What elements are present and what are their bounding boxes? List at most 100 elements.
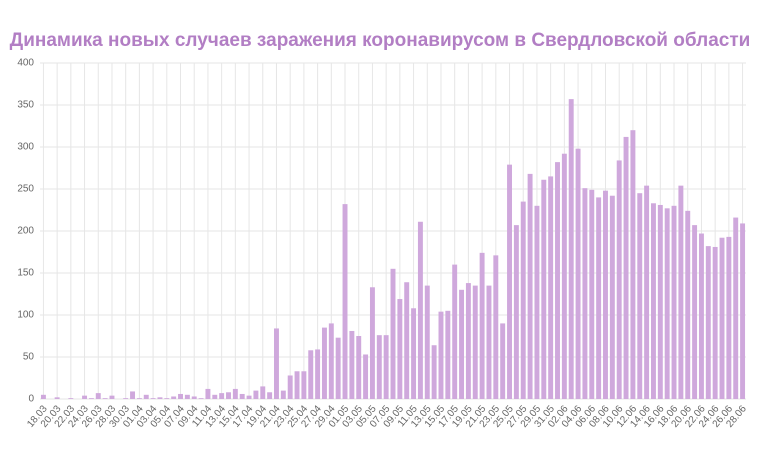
bar bbox=[356, 336, 362, 399]
bar bbox=[232, 388, 238, 399]
bar bbox=[500, 323, 506, 399]
bar bbox=[191, 396, 197, 399]
bar bbox=[657, 204, 663, 399]
y-tick-label: 400 bbox=[17, 58, 34, 69]
bar bbox=[239, 393, 245, 399]
bar bbox=[548, 176, 554, 399]
y-tick-label: 350 bbox=[17, 100, 34, 111]
bar bbox=[198, 398, 204, 399]
bar bbox=[123, 398, 129, 399]
bar bbox=[698, 233, 704, 399]
bar bbox=[486, 285, 492, 399]
bar bbox=[582, 188, 588, 399]
bar bbox=[438, 311, 444, 399]
bar bbox=[740, 223, 746, 399]
bar bbox=[342, 204, 348, 399]
bar bbox=[88, 398, 94, 399]
bar bbox=[719, 237, 725, 399]
bar bbox=[376, 335, 382, 399]
bar bbox=[555, 162, 560, 399]
bar bbox=[212, 394, 218, 399]
bar bbox=[267, 392, 273, 399]
bar bbox=[712, 246, 718, 399]
bar bbox=[321, 327, 327, 399]
bar bbox=[603, 190, 608, 399]
bar bbox=[301, 371, 307, 399]
bar bbox=[150, 398, 156, 399]
bar bbox=[726, 236, 732, 399]
bar bbox=[274, 328, 279, 399]
bar bbox=[315, 349, 321, 399]
bar bbox=[671, 205, 677, 399]
y-tick-label: 150 bbox=[17, 268, 34, 279]
bar bbox=[479, 252, 485, 399]
bar bbox=[520, 201, 526, 399]
bar bbox=[692, 225, 698, 399]
bar bbox=[678, 185, 684, 399]
bar bbox=[465, 283, 471, 399]
bar bbox=[507, 164, 512, 399]
bar bbox=[226, 392, 231, 399]
bar bbox=[253, 390, 259, 399]
bar bbox=[109, 395, 115, 399]
bar bbox=[644, 185, 650, 399]
bar bbox=[184, 394, 190, 399]
bar bbox=[575, 148, 581, 399]
bar bbox=[205, 388, 211, 399]
bar bbox=[534, 205, 540, 399]
bar bbox=[589, 189, 595, 399]
bar bbox=[609, 195, 615, 399]
bar bbox=[513, 225, 519, 399]
chart-title: Динамика новых случаев заражения коронав… bbox=[10, 30, 751, 51]
bar bbox=[417, 221, 423, 399]
bar bbox=[219, 393, 225, 399]
bar bbox=[705, 246, 711, 399]
bar bbox=[596, 197, 602, 399]
bar bbox=[294, 371, 300, 399]
bar bbox=[95, 393, 101, 399]
bar bbox=[164, 398, 170, 399]
bar bbox=[54, 397, 60, 399]
y-tick-label: 100 bbox=[17, 310, 34, 321]
bar bbox=[383, 335, 389, 399]
bar bbox=[664, 208, 670, 399]
bar bbox=[363, 354, 369, 399]
bar bbox=[369, 287, 375, 399]
bar bbox=[178, 393, 183, 399]
bar bbox=[246, 395, 252, 399]
bar bbox=[280, 390, 286, 399]
bar bbox=[411, 308, 417, 399]
bar bbox=[308, 350, 314, 399]
bar bbox=[459, 289, 465, 399]
bar bbox=[287, 375, 293, 399]
bar bbox=[404, 282, 410, 399]
bar bbox=[445, 310, 451, 399]
bar bbox=[472, 285, 478, 399]
bar bbox=[328, 323, 334, 399]
y-tick-label: 250 bbox=[17, 184, 34, 195]
bar bbox=[157, 397, 163, 399]
bar bbox=[733, 217, 739, 399]
bar bbox=[623, 136, 629, 400]
bar bbox=[568, 99, 574, 400]
bar bbox=[40, 394, 46, 399]
y-tick-label: 300 bbox=[17, 142, 34, 153]
bar bbox=[650, 203, 656, 399]
bar bbox=[561, 153, 567, 399]
bar bbox=[424, 285, 430, 399]
bar bbox=[171, 396, 177, 399]
y-tick-label: 0 bbox=[28, 394, 34, 405]
y-tick-label: 50 bbox=[23, 352, 35, 363]
bar bbox=[616, 160, 622, 399]
bar bbox=[527, 173, 533, 399]
bar bbox=[136, 398, 142, 399]
bar bbox=[102, 398, 108, 399]
bar bbox=[493, 255, 499, 399]
bar bbox=[349, 330, 355, 399]
bar bbox=[452, 264, 458, 399]
bar bbox=[541, 179, 547, 399]
bar bbox=[130, 391, 136, 399]
bar bbox=[431, 345, 437, 399]
y-tick-label: 200 bbox=[17, 226, 34, 237]
